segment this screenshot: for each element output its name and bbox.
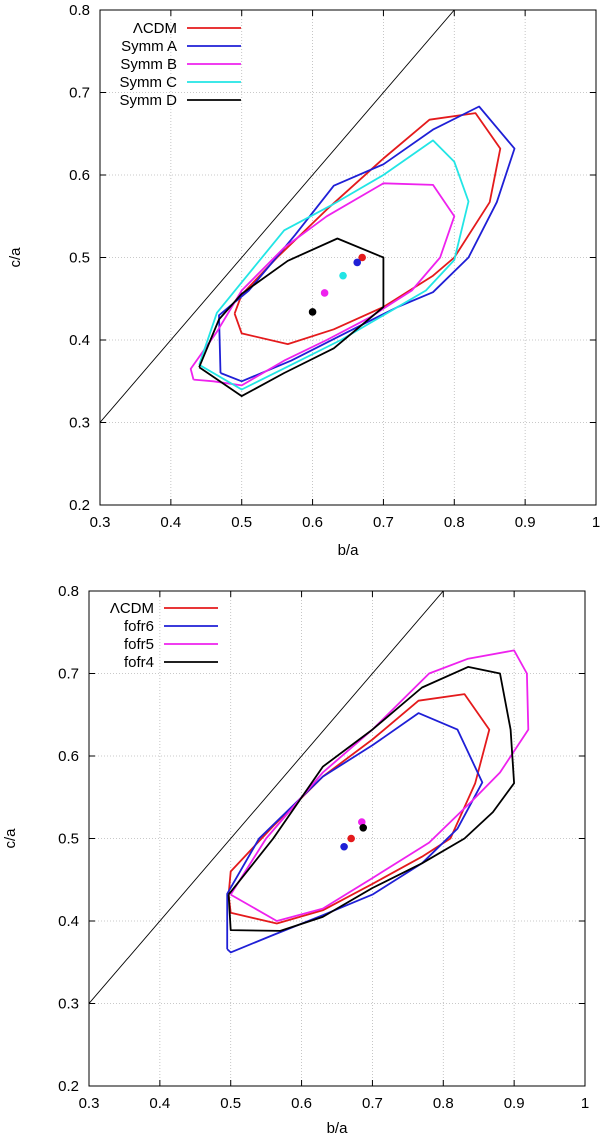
contour-chart-bottom: 0.3 0.4 0.5 0.6 0.7 0.8 0.9 10.20.30.40.50.60.7… — [2, 583, 589, 1137]
legend-label: fofr5 — [124, 636, 154, 653]
chart-panel-bottom: 0.3 0.4 0.5 0.6 0.7 0.8 0.9 1 0.2 0.3 0.4 0.5 0.6 0.7… — [0, 571, 600, 1142]
plot-frame — [99, 9, 597, 506]
y-axis-label: c/a — [7, 247, 24, 268]
y-tick-label: 0.7 — [69, 85, 90, 102]
y-tick-label: 0.6 — [58, 748, 79, 765]
x-tick-label: 0.9 — [515, 514, 536, 531]
x-tick-label: 0.3 — [79, 1095, 100, 1112]
contour-series-2 — [218, 105, 516, 383]
center-point-series-2 — [353, 258, 362, 267]
contour-series-2 — [226, 712, 484, 954]
legend-label: ΛCDM — [133, 20, 177, 37]
contour-series-5 — [198, 237, 385, 397]
contour-series-1 — [233, 112, 502, 345]
x-tick-label: 0.3 — [90, 514, 111, 531]
contour-chart-top: 0.3 0.4 0.5 0.6 0.7 0.8 0.9 10.20.30.40.50.60.7… — [7, 2, 600, 559]
x-tick-label: 0.7 — [362, 1095, 383, 1112]
y-tick-label: 0.3 — [58, 996, 79, 1013]
reference-line — [100, 10, 455, 423]
plot-frame — [88, 590, 586, 1087]
center-point-series-3 — [320, 289, 329, 297]
x-tick-label: 0.7 — [373, 514, 394, 531]
y-tick-label: 0.2 — [58, 1078, 79, 1095]
x-tick-label: 0.6 — [291, 1095, 312, 1112]
x-tick-label: 1 — [592, 514, 600, 531]
x-tick-label: 0.6 — [302, 514, 323, 531]
x-tick-label: 0.8 — [433, 1095, 454, 1112]
chart-panel-top: 0.3 0.4 0.5 0.6 0.7 0.8 0.9 1 0.2 0.3 0.4 0.5 0.6 0.7… — [7, 2, 600, 559]
center-point-series-5 — [308, 308, 317, 316]
x-tick-label: 0.5 — [231, 514, 252, 531]
center-point-series-1 — [347, 834, 355, 843]
legend-label: fofr6 — [124, 618, 154, 635]
center-point-series-4 — [339, 271, 347, 280]
legend-label: Symm D — [120, 92, 178, 109]
reference-line — [89, 591, 444, 1004]
legend-label: ΛCDM — [110, 600, 154, 617]
contour-series-1 — [227, 693, 491, 925]
y-tick-label: 0.7 — [58, 666, 79, 683]
contour-series-4 — [198, 139, 470, 391]
y-tick-label: 0.8 — [58, 583, 79, 600]
y-tick-label: 0.5 — [69, 250, 90, 267]
x-tick-label: 0.4 — [149, 1095, 170, 1112]
grid — [88, 590, 586, 1087]
legend-label: Symm A — [121, 38, 177, 55]
contour-series-4 — [227, 666, 515, 932]
y-tick-label: 0.2 — [69, 497, 90, 514]
contour-series-3 — [229, 649, 530, 922]
center-point-series-2 — [340, 842, 348, 851]
y-tick-label: 0.4 — [69, 332, 90, 349]
y-tick-label: 0.5 — [58, 831, 79, 848]
center-point-series-4 — [359, 823, 368, 832]
x-tick-label: 0.5 — [220, 1095, 241, 1112]
x-axis-label: b/a — [327, 1120, 349, 1137]
center-point-series-3 — [358, 818, 366, 826]
y-axis-label: c/a — [2, 828, 19, 849]
x-tick-label: 0.8 — [444, 514, 465, 531]
x-tick-label: 0.4 — [160, 514, 181, 531]
y-tick-label: 0.4 — [58, 913, 79, 930]
legend-label: fofr4 — [124, 654, 154, 671]
legend-label: Symm B — [120, 56, 177, 73]
x-axis-label: b/a — [338, 542, 360, 559]
y-tick-label: 0.8 — [69, 2, 90, 19]
y-tick-label: 0.3 — [69, 415, 90, 432]
center-point-series-1 — [358, 253, 366, 262]
y-tick-label: 0.6 — [69, 167, 90, 184]
x-tick-label: 1 — [581, 1095, 589, 1112]
legend-label: Symm C — [120, 74, 178, 91]
x-tick-label: 0.9 — [504, 1095, 525, 1112]
